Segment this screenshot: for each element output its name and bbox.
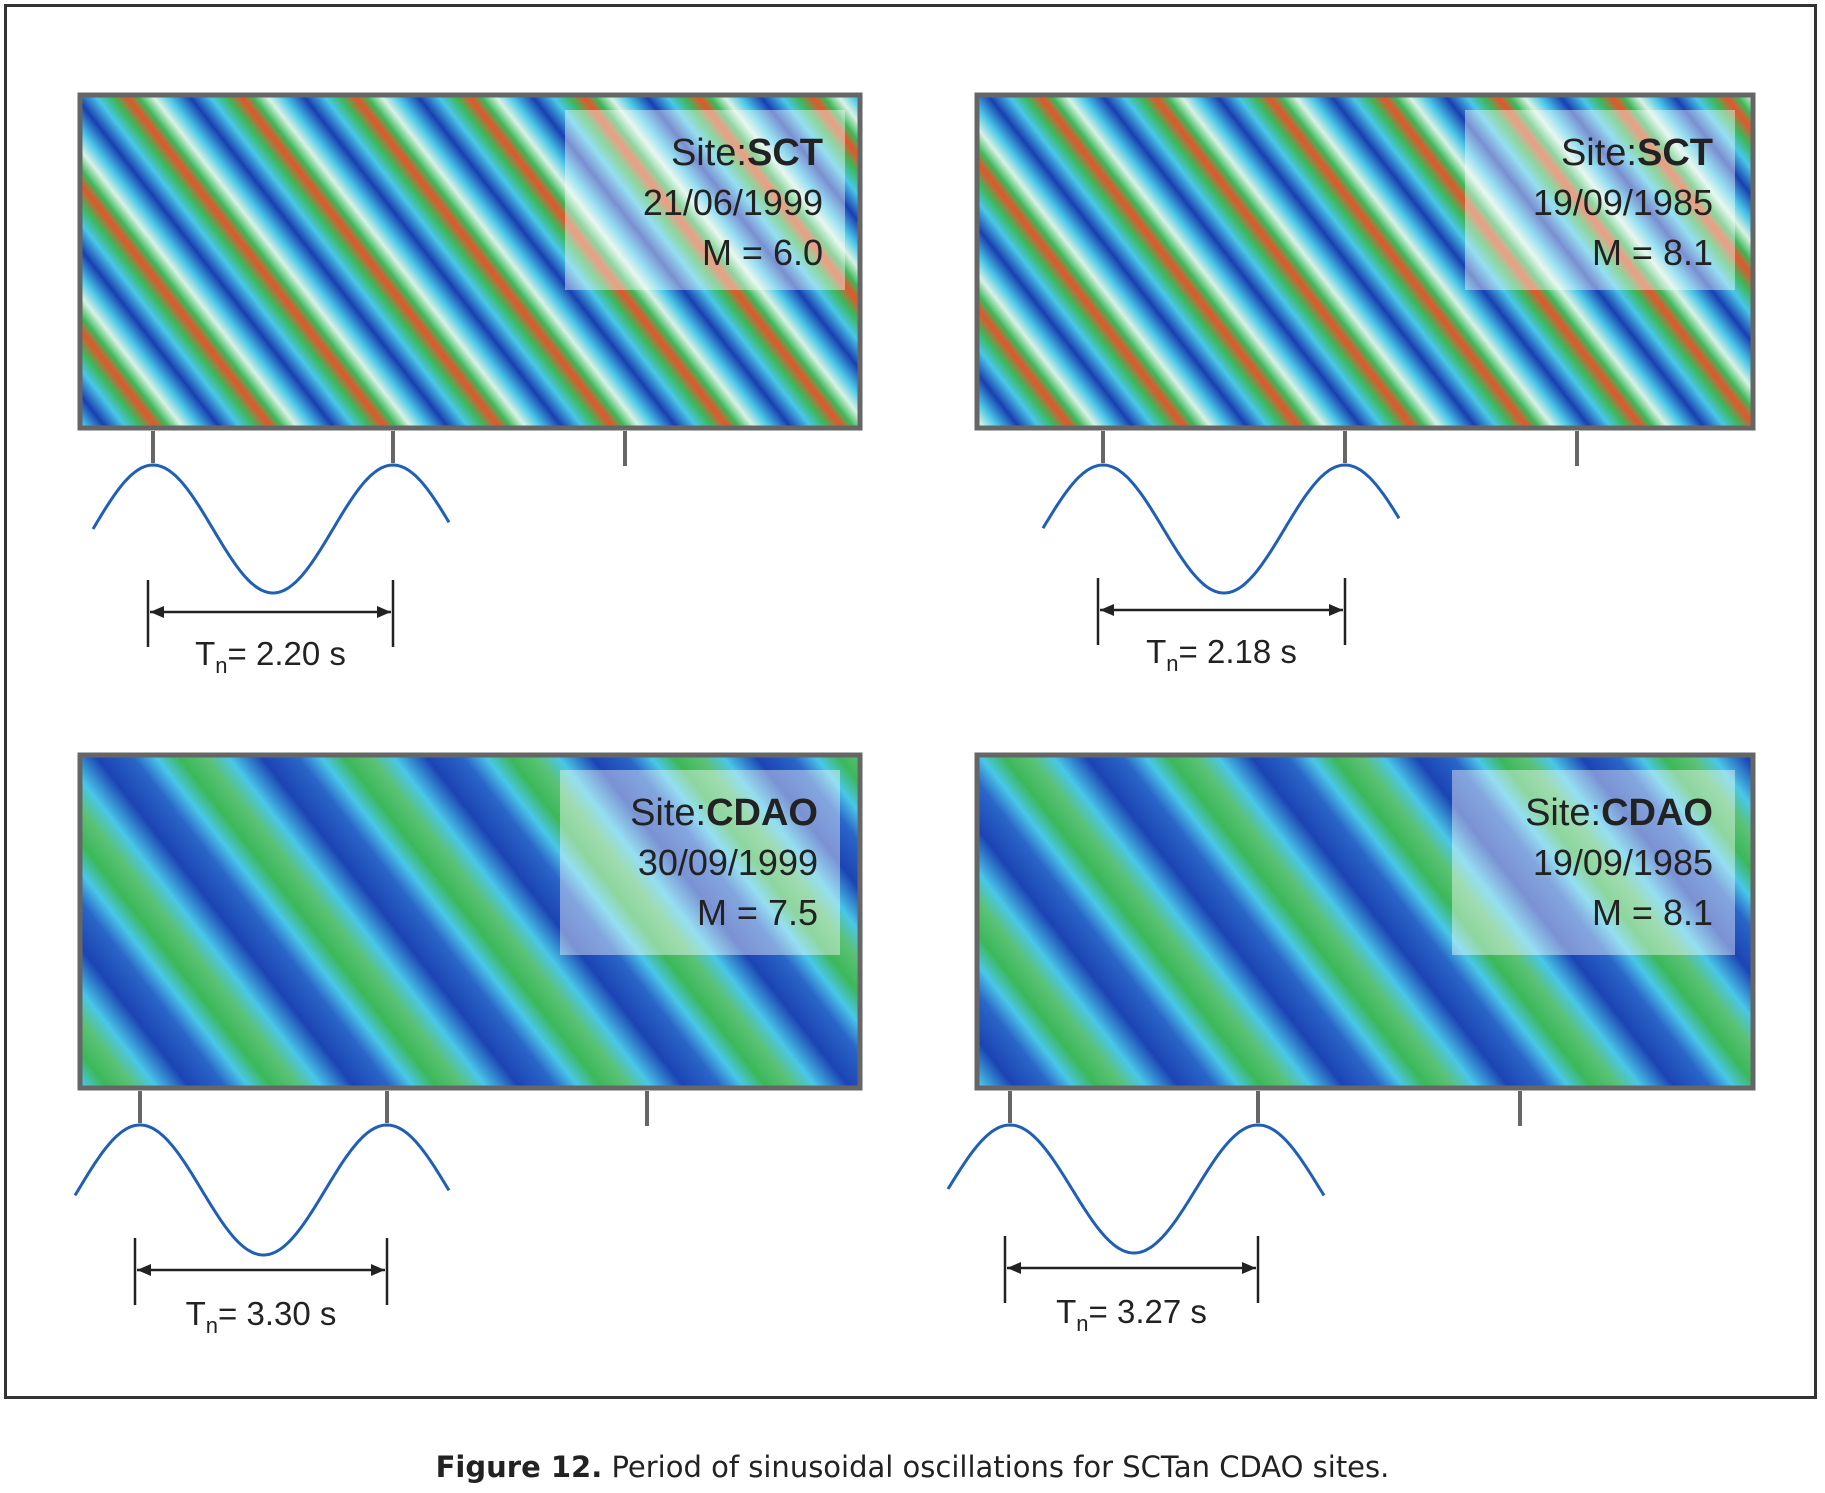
heatmap-frame <box>77 752 863 1091</box>
panel-3: Site:CDAO 30/09/1999 M = 7.5 Tn= 3.30 s <box>73 752 863 1338</box>
heatmap-frame <box>974 752 1756 1091</box>
heatmap <box>977 95 1753 428</box>
magnitude: M = 6.0 <box>702 232 823 273</box>
heatmap <box>80 755 860 1088</box>
site-name: CDAO <box>706 792 818 834</box>
site-label: Site:SCT <box>1561 132 1713 174</box>
sinusoid-wave <box>946 1123 1326 1255</box>
heatmap-frame <box>974 92 1756 431</box>
caption-text: Period of sinusoidal oscillations for SC… <box>611 1450 1390 1484</box>
panel-2: Site:SCT 19/09/1985 M = 8.1 Tn= 2.18 s <box>974 92 1756 676</box>
label-box <box>1465 110 1735 290</box>
figure-caption: Figure 12. Period of sinusoidal oscillat… <box>0 1450 1825 1484</box>
sinusoid-wave <box>1041 463 1401 595</box>
site-name: SCT <box>747 132 823 174</box>
arrow-head <box>377 606 391 618</box>
sinusoid-wave <box>73 1123 451 1257</box>
heatmap <box>80 95 860 428</box>
arrow-head <box>371 1264 385 1276</box>
period-label: Tn= 3.30 s <box>186 1295 337 1338</box>
arrow-head <box>1242 1262 1256 1274</box>
site-label: Site:CDAO <box>630 792 818 834</box>
event-date: 30/09/1999 <box>638 842 818 883</box>
label-box <box>560 770 840 955</box>
arrow-head <box>137 1264 151 1276</box>
site-name: CDAO <box>1601 792 1713 834</box>
label-box <box>565 110 845 290</box>
label-box <box>1452 770 1735 955</box>
magnitude: M = 8.1 <box>1592 232 1713 273</box>
event-date: 21/06/1999 <box>643 182 823 223</box>
period-label: Tn= 3.27 s <box>1056 1293 1207 1336</box>
caption-label: Figure 12. <box>435 1450 603 1484</box>
heatmap-frame <box>77 92 863 431</box>
arrow-head <box>1329 604 1343 616</box>
magnitude: M = 7.5 <box>697 892 818 933</box>
site-label: Site:CDAO <box>1525 792 1713 834</box>
arrow-head <box>1100 604 1114 616</box>
arrow-head <box>150 606 164 618</box>
panel-1: Site:SCT 21/06/1999 M = 6.0 Tn= 2.20 s <box>77 92 863 678</box>
site-label: Site:SCT <box>671 132 823 174</box>
period-label: Tn= 2.18 s <box>1146 633 1297 676</box>
arrow-head <box>1007 1262 1021 1274</box>
panel-4: Site:CDAO 19/09/1985 M = 8.1 Tn= 3.27 s <box>946 752 1756 1336</box>
sinusoid-wave <box>91 463 451 595</box>
event-date: 19/09/1985 <box>1533 842 1713 883</box>
magnitude: M = 8.1 <box>1592 892 1713 933</box>
period-label: Tn= 2.20 s <box>195 635 346 678</box>
site-name: SCT <box>1637 132 1713 174</box>
heatmap <box>977 755 1753 1088</box>
event-date: 19/09/1985 <box>1533 182 1713 223</box>
